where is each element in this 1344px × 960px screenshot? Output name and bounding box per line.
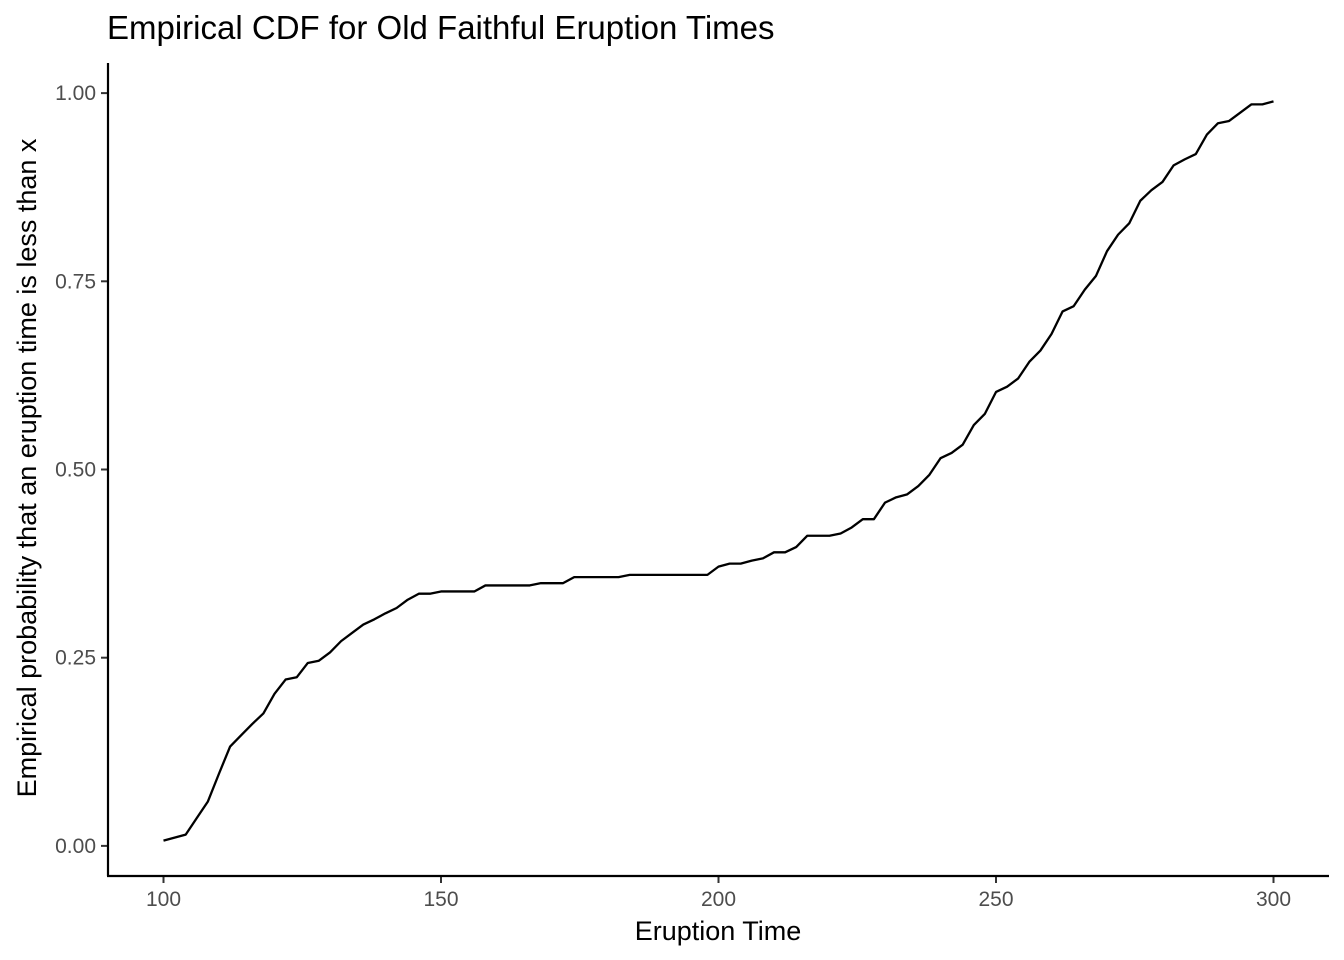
y-tick-label: 0.50: [55, 459, 96, 482]
y-axis-title: Empirical probability that an eruption t…: [12, 138, 42, 797]
y-tick-label: 0.75: [55, 270, 96, 293]
y-tick-label: 0.25: [55, 647, 96, 670]
y-tick-label: 1.00: [55, 82, 96, 105]
ecdf-line: [163, 100, 1274, 842]
x-axis-title: Eruption Time: [635, 916, 802, 946]
x-tick-label: 250: [978, 888, 1013, 911]
x-tick-label: 150: [423, 888, 458, 911]
y-axis-ticks: 0.00 0.25 0.50 0.75 1.00: [55, 82, 108, 858]
chart-title: Empirical CDF for Old Faithful Eruption …: [107, 9, 775, 46]
x-tick-label: 300: [1256, 888, 1291, 911]
x-tick-label: 100: [146, 888, 181, 911]
x-tick-label: 200: [701, 888, 736, 911]
y-tick-label: 0.00: [55, 835, 96, 858]
x-axis-ticks: 100 150 200 250 300: [146, 876, 1291, 911]
